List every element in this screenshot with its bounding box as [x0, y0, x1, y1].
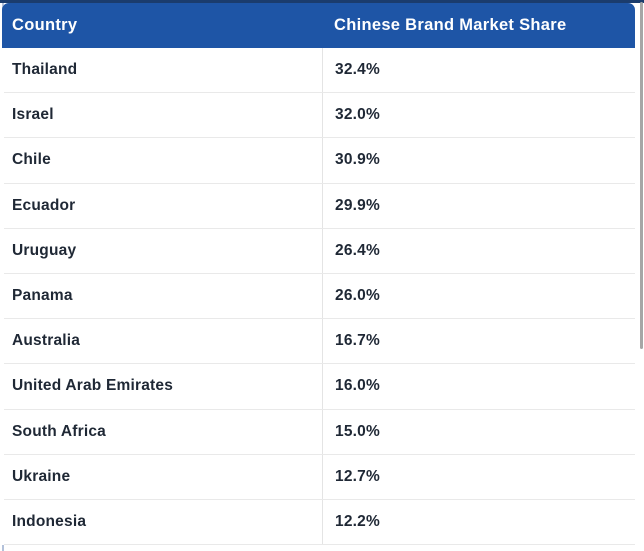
- country-cell: Indonesia: [12, 512, 87, 530]
- table-row: Panama 26.0%: [4, 273, 635, 320]
- table-row: Thailand 32.4%: [4, 48, 635, 94]
- table-row: Ukraine 12.7%: [4, 454, 635, 500]
- country-cell: Thailand: [12, 61, 78, 79]
- country-cell: South Africa: [12, 422, 106, 440]
- share-cell: 15.0%: [322, 409, 635, 454]
- share-cell: 32.4%: [322, 48, 635, 93]
- share-cell: 26.0%: [322, 273, 635, 319]
- share-cell: 29.9%: [322, 183, 635, 228]
- table-body: Thailand 32.4% Israel 32.0% Chile 30.9% …: [2, 48, 635, 546]
- table-row: Chile 30.9%: [4, 138, 635, 184]
- table-header-row: Country Chinese Brand Market Share: [2, 3, 635, 48]
- table-row: South Africa 15.0%: [4, 409, 635, 455]
- share-cell: 26.4%: [322, 228, 635, 273]
- country-cell: Australia: [12, 332, 81, 350]
- share-cell: 16.7%: [322, 319, 635, 364]
- column-header-country: Country: [12, 16, 78, 34]
- country-cell: Uruguay: [12, 241, 77, 259]
- country-cell: Ecuador: [12, 196, 76, 214]
- share-cell: 16.0%: [322, 364, 635, 409]
- table-row: Australia 16.7%: [4, 319, 635, 365]
- table-row: United Arab Emirates 16.0%: [4, 364, 635, 410]
- market-share-table: Country Chinese Brand Market Share Thail…: [2, 3, 635, 546]
- table-row: Ecuador 29.9%: [4, 183, 635, 229]
- country-cell: Panama: [12, 287, 73, 305]
- table-row: Israel 32.0%: [4, 93, 635, 139]
- share-cell: 12.7%: [322, 454, 635, 499]
- share-cell: 32.0%: [322, 93, 635, 138]
- table-row: Uruguay 26.4%: [4, 228, 635, 274]
- top-border-strip: [0, 0, 644, 3]
- country-cell: Chile: [12, 151, 51, 169]
- share-cell: 12.2%: [322, 499, 635, 545]
- vertical-scrollbar-thumb[interactable]: [640, 2, 643, 349]
- table-row: Indonesia 12.2%: [4, 499, 635, 546]
- country-cell: United Arab Emirates: [12, 377, 174, 395]
- share-cell: 30.9%: [322, 138, 635, 183]
- column-header-market-share: Chinese Brand Market Share: [334, 16, 567, 34]
- country-cell: Israel: [12, 106, 54, 124]
- country-cell: Ukraine: [12, 467, 71, 485]
